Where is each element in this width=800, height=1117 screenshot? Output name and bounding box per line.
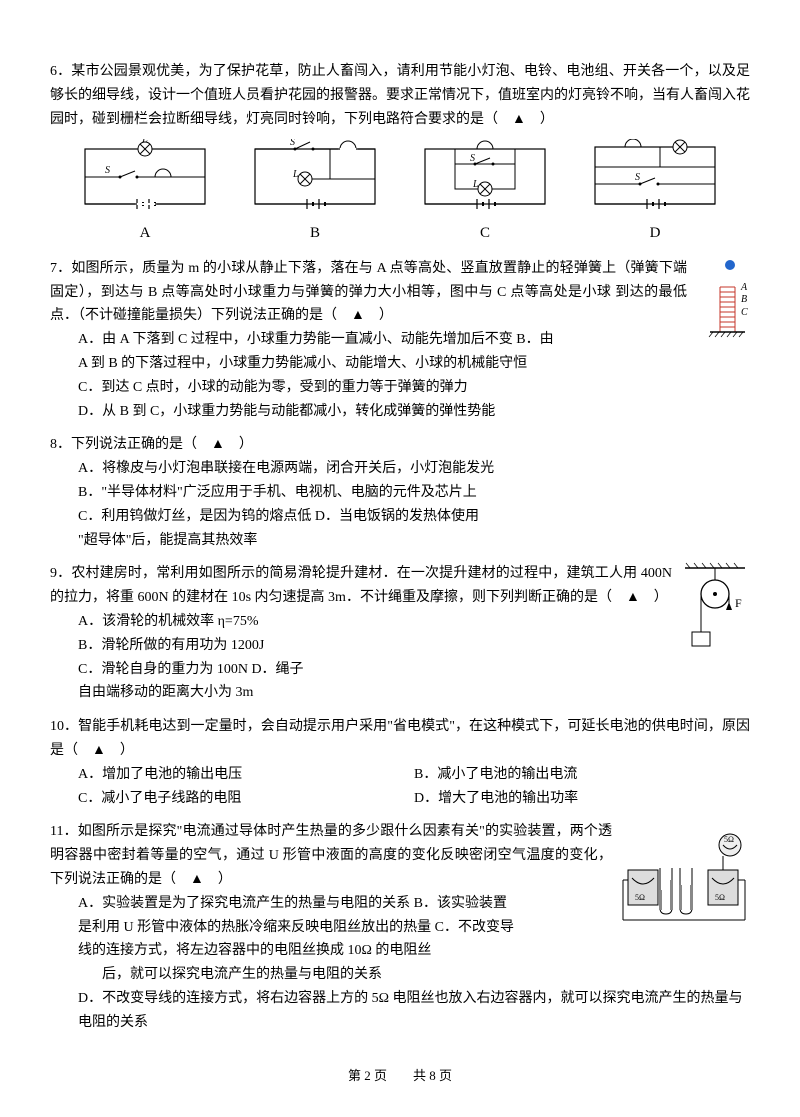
circuit-a-svg: L S — [75, 139, 215, 219]
q8-opt-b: B．"半导体材料"广泛应用于手机、电视机、电脑的元件及芯片上 — [50, 481, 750, 505]
svg-text:A: A — [740, 282, 748, 293]
q9-opt-a: A．该滑轮的机械效率 η=75% — [50, 610, 750, 634]
question-7: A B C 7．如图所示，质量为 m 的小球从静止下落，落在与 A 点等高处、竖… — [50, 257, 750, 424]
svg-text:L: L — [472, 179, 479, 190]
q6-text: 某市公园景观优美，为了保护花草，防止人畜闯入，请利用节能小灯泡、电铃、电池组、开… — [50, 64, 750, 127]
q7-opt-c: C．到达 C 点时，小球的动能为零，受到的重力等于弹簧的弹力 — [50, 376, 750, 400]
q9-text: 农村建房时，常利用如图所示的简易滑轮提升建材．在一次提升建材的过程中，建筑工人用… — [50, 566, 672, 605]
q9-number: 9． — [50, 566, 71, 581]
q11-opt-a4: 后，就可以探究电流产生的热量与电阻的关系 — [50, 963, 750, 987]
q8-number: 8． — [50, 437, 71, 452]
page-footer: 第 2 页 共 8 页 — [50, 1065, 750, 1087]
svg-text:B: B — [741, 294, 747, 305]
q10-opt-b: B．减小了电池的输出电流 — [414, 763, 750, 787]
q8-text: 下列说法正确的是（ ▲ ） — [71, 437, 253, 452]
q9-opt-b: B．滑轮所做的有用功为 1200J — [50, 634, 750, 658]
circuit-b-label: B — [245, 221, 385, 247]
q7-text: 如图所示，质量为 m 的小球从静止下落，落在与 A 点等高处、竖直放置静止的轻弹… — [50, 261, 687, 324]
q10-number: 10． — [50, 719, 78, 734]
question-9: F 9．农村建房时，常利用如图所示的简易滑轮提升建材．在一次提升建材的过程中，建… — [50, 562, 750, 705]
circuit-c-svg: S L — [415, 139, 555, 219]
svg-text:L: L — [676, 139, 683, 141]
svg-text:S: S — [105, 165, 110, 176]
question-10: 10．智能手机耗电达到一定量时，会自动提示用户采用"省电模式"，在这种模式下，可… — [50, 715, 750, 810]
svg-text:L: L — [292, 169, 299, 180]
q9-opt-c: C．滑轮自身的重力为 100N D．绳子 — [50, 658, 750, 682]
q10-text: 智能手机耗电达到一定量时，会自动提示用户采用"省电模式"，在这种模式下，可延长电… — [50, 719, 750, 758]
svg-text:F: F — [735, 596, 742, 610]
q10-opt-d: D．增大了电池的输出功率 — [414, 787, 750, 811]
q10-opt-c: C．减小了电子线路的电阻 — [78, 787, 414, 811]
circuit-b-svg: S L — [245, 139, 385, 219]
question-6: 6．某市公园景观优美，为了保护花草，防止人畜闯入，请利用节能小灯泡、电铃、电池组… — [50, 60, 750, 247]
q7-stem: 7．如图所示，质量为 m 的小球从静止下落，落在与 A 点等高处、竖直放置静止的… — [50, 257, 750, 328]
q7-opt-a: A．由 A 下落到 C 过程中，小球重力势能一直减小、动能先增加后不变 B．由 — [50, 328, 750, 352]
question-11: 5Ω 5Ω 5Ω 11．如图所示是探究"电流通过导体时产生热量的多少跟什么因素有… — [50, 820, 750, 1034]
svg-text:5Ω: 5Ω — [635, 893, 645, 902]
q7-number: 7． — [50, 261, 71, 276]
q10-opts-row2: C．减小了电子线路的电阻 D．增大了电池的输出功率 — [50, 787, 750, 811]
circuit-d-label: D — [585, 221, 725, 247]
svg-text:5Ω: 5Ω — [715, 893, 725, 902]
q11-text: 如图所示是探究"电流通过导体时产生热量的多少跟什么因素有关"的实验装置，两个透明… — [50, 824, 612, 887]
q9-opt-c2: 自由端移动的距离大小为 3m — [50, 681, 750, 705]
q6-number: 6． — [50, 64, 71, 79]
q8-opt-c2: "超导体"后，能提高其热效率 — [50, 529, 750, 553]
q10-opts-row1: A．增加了电池的输出电压 B．减小了电池的输出电流 — [50, 763, 750, 787]
q10-stem: 10．智能手机耗电达到一定量时，会自动提示用户采用"省电模式"，在这种模式下，可… — [50, 715, 750, 763]
q6-circuit-row: L S A — [50, 139, 750, 247]
svg-text:S: S — [635, 172, 640, 183]
q7-figure: A B C — [695, 257, 750, 352]
q10-opt-a: A．增加了电池的输出电压 — [78, 763, 414, 787]
svg-text:L: L — [141, 139, 148, 145]
q11-number: 11． — [50, 824, 78, 839]
circuit-c-label: C — [415, 221, 555, 247]
q6-stem: 6．某市公园景观优美，为了保护花草，防止人畜闯入，请利用节能小灯泡、电铃、电池组… — [50, 60, 750, 131]
circuit-d: L S D — [585, 139, 725, 247]
circuit-b: S L — [245, 139, 385, 247]
q11-figure: 5Ω 5Ω 5Ω — [620, 820, 750, 930]
q8-opt-c: C．利用钨做灯丝，是因为钨的熔点低 D．当电饭锅的发热体使用 — [50, 505, 750, 529]
q7-opt-d: D．从 B 到 C，小球重力势能与动能都减小，转化成弹簧的弹性势能 — [50, 400, 750, 424]
svg-text:S: S — [290, 139, 295, 148]
q11-opt-a3: 线的连接方式，将左边容器中的电阻丝换成 10Ω 的电阻丝 — [50, 939, 750, 963]
circuit-a-label: A — [75, 221, 215, 247]
circuit-a: L S A — [75, 139, 215, 247]
svg-text:C: C — [741, 307, 748, 318]
svg-text:S: S — [470, 153, 475, 164]
q7-opt-a2: A 到 B 的下落过程中，小球重力势能减小、动能增大、小球的机械能守恒 — [50, 352, 750, 376]
question-8: 8．下列说法正确的是（ ▲ ） A．将橡皮与小灯泡串联接在电源两端，闭合开关后，… — [50, 433, 750, 552]
q9-stem: 9．农村建房时，常利用如图所示的简易滑轮提升建材．在一次提升建材的过程中，建筑工… — [50, 562, 750, 610]
q8-stem: 8．下列说法正确的是（ ▲ ） — [50, 433, 750, 457]
circuit-d-svg: L S — [585, 139, 725, 219]
svg-text:5Ω: 5Ω — [724, 835, 734, 844]
q9-figure: F — [680, 562, 750, 652]
q8-opt-a: A．将橡皮与小灯泡串联接在电源两端，闭合开关后，小灯泡能发光 — [50, 457, 750, 481]
q11-opt-d: D．不改变导线的连接方式，将右边容器上方的 5Ω 电阻丝也放入右边容器内，就可以… — [50, 987, 750, 1035]
circuit-c: S L C — [415, 139, 555, 247]
